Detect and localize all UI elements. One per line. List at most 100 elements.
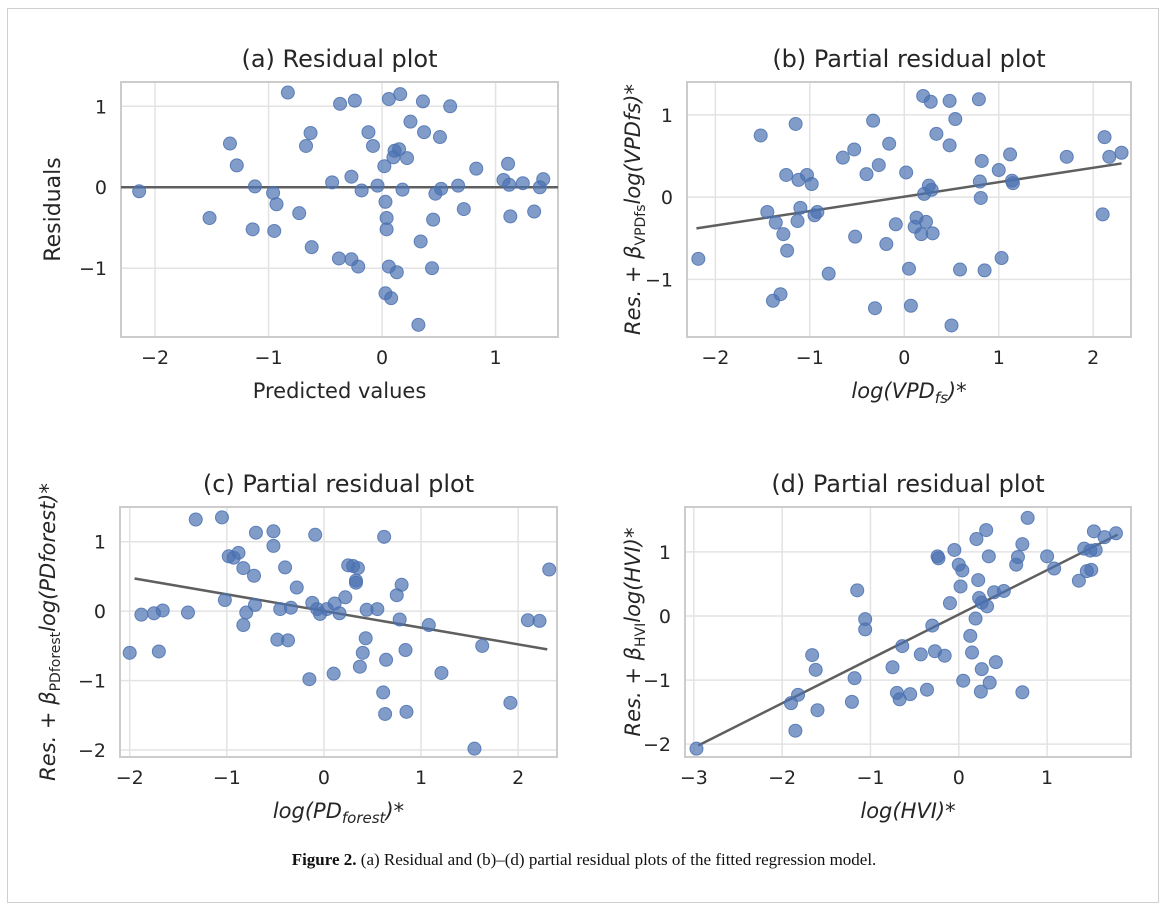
data-point (278, 560, 293, 575)
chart-title: (d) Partial residual plot (771, 470, 1044, 498)
data-point (1005, 176, 1020, 191)
data-point (202, 211, 217, 225)
data-point (377, 529, 392, 544)
data-point (919, 214, 934, 229)
data-point (753, 128, 768, 143)
y-axis-label-end: log(HVI)* (621, 528, 645, 623)
data-point (395, 182, 410, 197)
data-point (351, 259, 366, 274)
data-point (393, 87, 408, 102)
y-tick-label: 1 (95, 96, 107, 118)
data-point (289, 580, 304, 595)
data-point (780, 243, 795, 258)
data-point (426, 212, 441, 227)
data-point (350, 561, 365, 576)
data-point (1015, 537, 1030, 552)
data-point (991, 163, 1006, 178)
data-point (354, 183, 369, 198)
y-axis-label: Res. + βHVIlog(HVI)* (621, 528, 649, 737)
data-point (955, 563, 970, 578)
data-point (924, 182, 939, 197)
x-axis-label-end: )* (383, 799, 404, 823)
data-point (214, 510, 229, 525)
data-point (919, 682, 934, 697)
data-point (151, 644, 166, 659)
data-point (398, 643, 413, 658)
data-point (974, 662, 989, 677)
data-point (779, 167, 794, 182)
data-point (790, 214, 805, 229)
x-axis-label: Predicted values (253, 379, 427, 403)
data-point (283, 600, 298, 615)
data-point (965, 645, 980, 660)
y-tick-label: 1 (659, 542, 671, 564)
data-point (1015, 685, 1030, 700)
y-axis-label-subscript: VPDfs (633, 204, 649, 245)
x-tick-label: −2 (141, 347, 169, 369)
data-point (858, 622, 873, 637)
data-point (392, 142, 407, 157)
figure-frame (7, 8, 1159, 903)
caption-label: Figure 2. (291, 850, 357, 869)
x-tick-label: 0 (953, 767, 965, 789)
data-point (982, 675, 997, 690)
data-point (805, 648, 820, 663)
data-point (378, 706, 393, 721)
y-tick-label: −1 (79, 258, 107, 280)
x-tick-label: 2 (1087, 347, 1099, 369)
data-point (222, 136, 237, 151)
data-point (996, 583, 1011, 598)
data-point (425, 261, 440, 276)
data-point (871, 158, 886, 173)
data-point (1114, 145, 1129, 160)
data-point (308, 527, 323, 542)
data-point (456, 202, 471, 217)
data-point (469, 161, 484, 176)
data-point (888, 217, 903, 232)
y-axis-label-subscript: HVI (633, 623, 649, 647)
x-axis-label-main: log(VPD (851, 379, 934, 403)
data-point (804, 177, 819, 191)
data-point (1020, 510, 1035, 525)
data-point (895, 639, 910, 654)
data-point (378, 194, 393, 209)
data-point (902, 261, 916, 276)
x-tick-label: 0 (318, 767, 330, 789)
data-point (947, 542, 962, 557)
data-point (400, 151, 415, 166)
data-point (847, 142, 862, 157)
data-point (793, 200, 808, 215)
data-point (536, 172, 551, 187)
data-point (953, 262, 968, 277)
data-point (885, 660, 900, 675)
x-tick-label: −1 (856, 767, 884, 789)
data-point (434, 181, 449, 196)
data-point (768, 215, 783, 230)
data-point (1071, 573, 1086, 588)
plot-frame (684, 506, 1132, 758)
data-point (403, 114, 418, 129)
plot-frame (120, 81, 559, 338)
data-point (859, 167, 874, 182)
plot-frame (686, 81, 1132, 338)
data-point (520, 613, 535, 628)
data-point (361, 125, 376, 140)
data-point (132, 184, 147, 199)
data-point (963, 628, 978, 643)
data-point (379, 652, 394, 667)
data-point (413, 234, 428, 249)
data-point (847, 671, 862, 686)
data-point (266, 524, 281, 539)
y-axis-label-end: log(VPDfs)* (621, 84, 645, 204)
data-point (971, 92, 986, 107)
y-tick-label: 1 (661, 105, 673, 127)
data-point (304, 240, 319, 255)
data-point (332, 606, 347, 621)
data-point (810, 204, 825, 219)
data-point (980, 599, 995, 614)
data-point (973, 684, 988, 699)
data-point (972, 174, 987, 189)
data-point (292, 206, 307, 221)
data-point (974, 153, 989, 168)
data-point (973, 190, 988, 205)
